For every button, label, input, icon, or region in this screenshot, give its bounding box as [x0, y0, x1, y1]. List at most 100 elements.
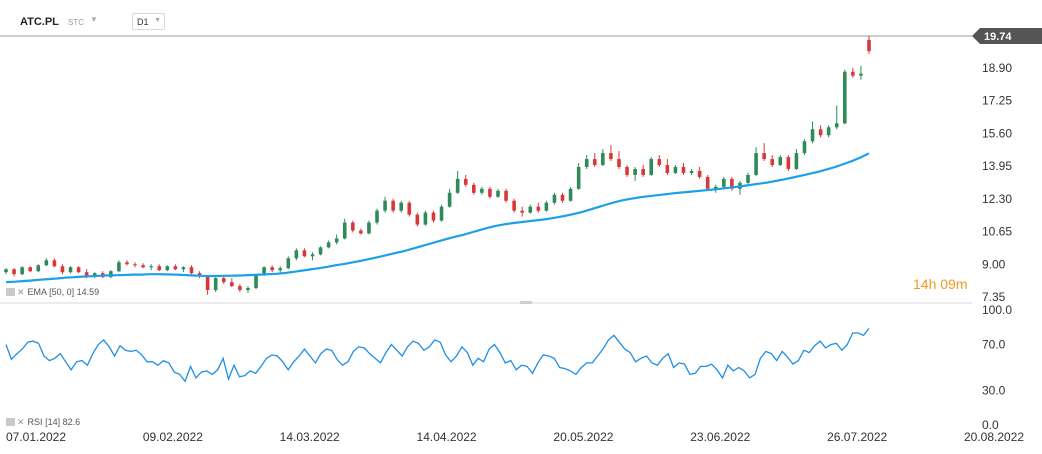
- time-axis[interactable]: 07.01.2022 09.02.2022 14.03.2022 14.04.2022…: [6, 430, 1024, 444]
- candle: [722, 176, 726, 188]
- candle: [778, 155, 783, 167]
- time-tick-label: 20.08.2022: [964, 430, 1024, 444]
- candle: [399, 200, 404, 213]
- candle: [463, 174, 468, 187]
- candle: [843, 69, 847, 125]
- time-tick-label: 14.03.2022: [280, 430, 340, 444]
- candle: [552, 192, 557, 205]
- candle-body: [359, 230, 363, 234]
- current-price-marker-bg: [972, 28, 1042, 44]
- candle: [391, 198, 395, 213]
- candle: [76, 266, 81, 274]
- candle: [810, 121, 815, 144]
- candle-body: [109, 271, 113, 278]
- candle: [770, 155, 775, 167]
- candle: [213, 277, 218, 293]
- close-icon[interactable]: ✕: [17, 417, 25, 427]
- candle-body: [705, 176, 710, 189]
- candle-countdown: 14h 09m: [913, 276, 968, 292]
- ema-params: [50, 0]: [49, 287, 75, 297]
- candle-body: [262, 267, 266, 276]
- rsi-value: 82.6: [62, 417, 81, 427]
- candle-body: [592, 159, 597, 166]
- candle-body: [689, 170, 694, 173]
- candle: [302, 248, 307, 258]
- candle: [157, 264, 162, 272]
- candle-body: [730, 178, 734, 189]
- candle-body: [576, 166, 581, 189]
- candle: [649, 157, 654, 176]
- candle-body: [641, 168, 645, 175]
- candle: [181, 266, 186, 273]
- time-tick-label: 09.02.2022: [143, 430, 203, 444]
- candle: [36, 264, 41, 273]
- rsi-indicator-label[interactable]: ✕ RSI [14] 82.6: [6, 417, 80, 428]
- candle-body: [810, 129, 815, 142]
- candle: [665, 159, 670, 175]
- candle-body: [633, 168, 637, 175]
- indicator-settings-icon[interactable]: [6, 288, 15, 296]
- rsi-name: RSI: [27, 417, 43, 427]
- candle: [520, 206, 524, 217]
- ema-value: 14.59: [76, 287, 100, 297]
- candle: [681, 163, 686, 175]
- rsi-axis[interactable]: 100.0 70.0 30.0 0.0: [982, 303, 1012, 432]
- close-icon[interactable]: ✕: [17, 287, 25, 297]
- candle-body: [649, 159, 654, 175]
- candle-body: [221, 278, 226, 283]
- candle-body: [125, 262, 129, 265]
- candle-body: [746, 174, 750, 183]
- candle-body: [625, 166, 629, 175]
- candle: [528, 204, 533, 214]
- candle-body: [665, 165, 670, 173]
- candle: [633, 166, 637, 181]
- candle-body: [867, 39, 871, 52]
- current-price-marker: 19.74: [972, 28, 1042, 44]
- current-price-text: 19.74: [984, 31, 1012, 43]
- candle-body: [455, 178, 460, 193]
- candle-body: [28, 267, 32, 272]
- candle: [544, 200, 549, 212]
- candle-body: [270, 267, 274, 271]
- indicator-settings-icon[interactable]: [6, 418, 15, 426]
- countdown-m-unit: m: [955, 276, 968, 292]
- pane-resize-handle[interactable]: [520, 301, 532, 304]
- candle-body: [488, 188, 492, 197]
- symbol-dropdown-icon[interactable]: ▼: [90, 15, 98, 24]
- candle: [689, 168, 694, 175]
- candle-body: [560, 194, 565, 201]
- candle: [568, 186, 573, 202]
- candle-body: [44, 260, 49, 266]
- candle: [125, 260, 129, 266]
- candle-body: [778, 157, 783, 166]
- candle-body: [843, 71, 847, 124]
- timeframe-label: D1: [137, 17, 149, 27]
- symbol-label[interactable]: ATC.PL: [20, 16, 59, 28]
- candle-body: [673, 166, 678, 173]
- candle-body: [794, 153, 799, 169]
- candle: [310, 252, 315, 261]
- countdown-h-unit: h: [928, 276, 937, 292]
- candle: [415, 212, 420, 227]
- candle-body: [552, 194, 557, 203]
- candle: [512, 198, 516, 213]
- candle: [342, 218, 347, 240]
- price-tick-label: 12.30: [982, 192, 1012, 206]
- candle: [730, 176, 734, 191]
- candle: [133, 262, 137, 268]
- candle-body: [157, 266, 162, 271]
- price-tick-label: 17.25: [982, 94, 1012, 108]
- candle-body: [431, 212, 436, 221]
- candle: [601, 149, 605, 167]
- candle: [826, 125, 831, 138]
- candle: [851, 67, 855, 78]
- price-axis[interactable]: 18.90 17.25 15.60 13.95 12.30 10.65 9.00 7.35: [982, 61, 1012, 304]
- candle: [286, 256, 291, 270]
- timeframe-select[interactable]: D1 ▼: [132, 13, 165, 30]
- candle-body: [117, 262, 121, 272]
- ema-indicator-label[interactable]: ✕ EMA [50, 0] 14.59: [6, 287, 99, 298]
- candle: [818, 125, 823, 138]
- candle: [318, 246, 323, 256]
- candle-body: [205, 276, 210, 291]
